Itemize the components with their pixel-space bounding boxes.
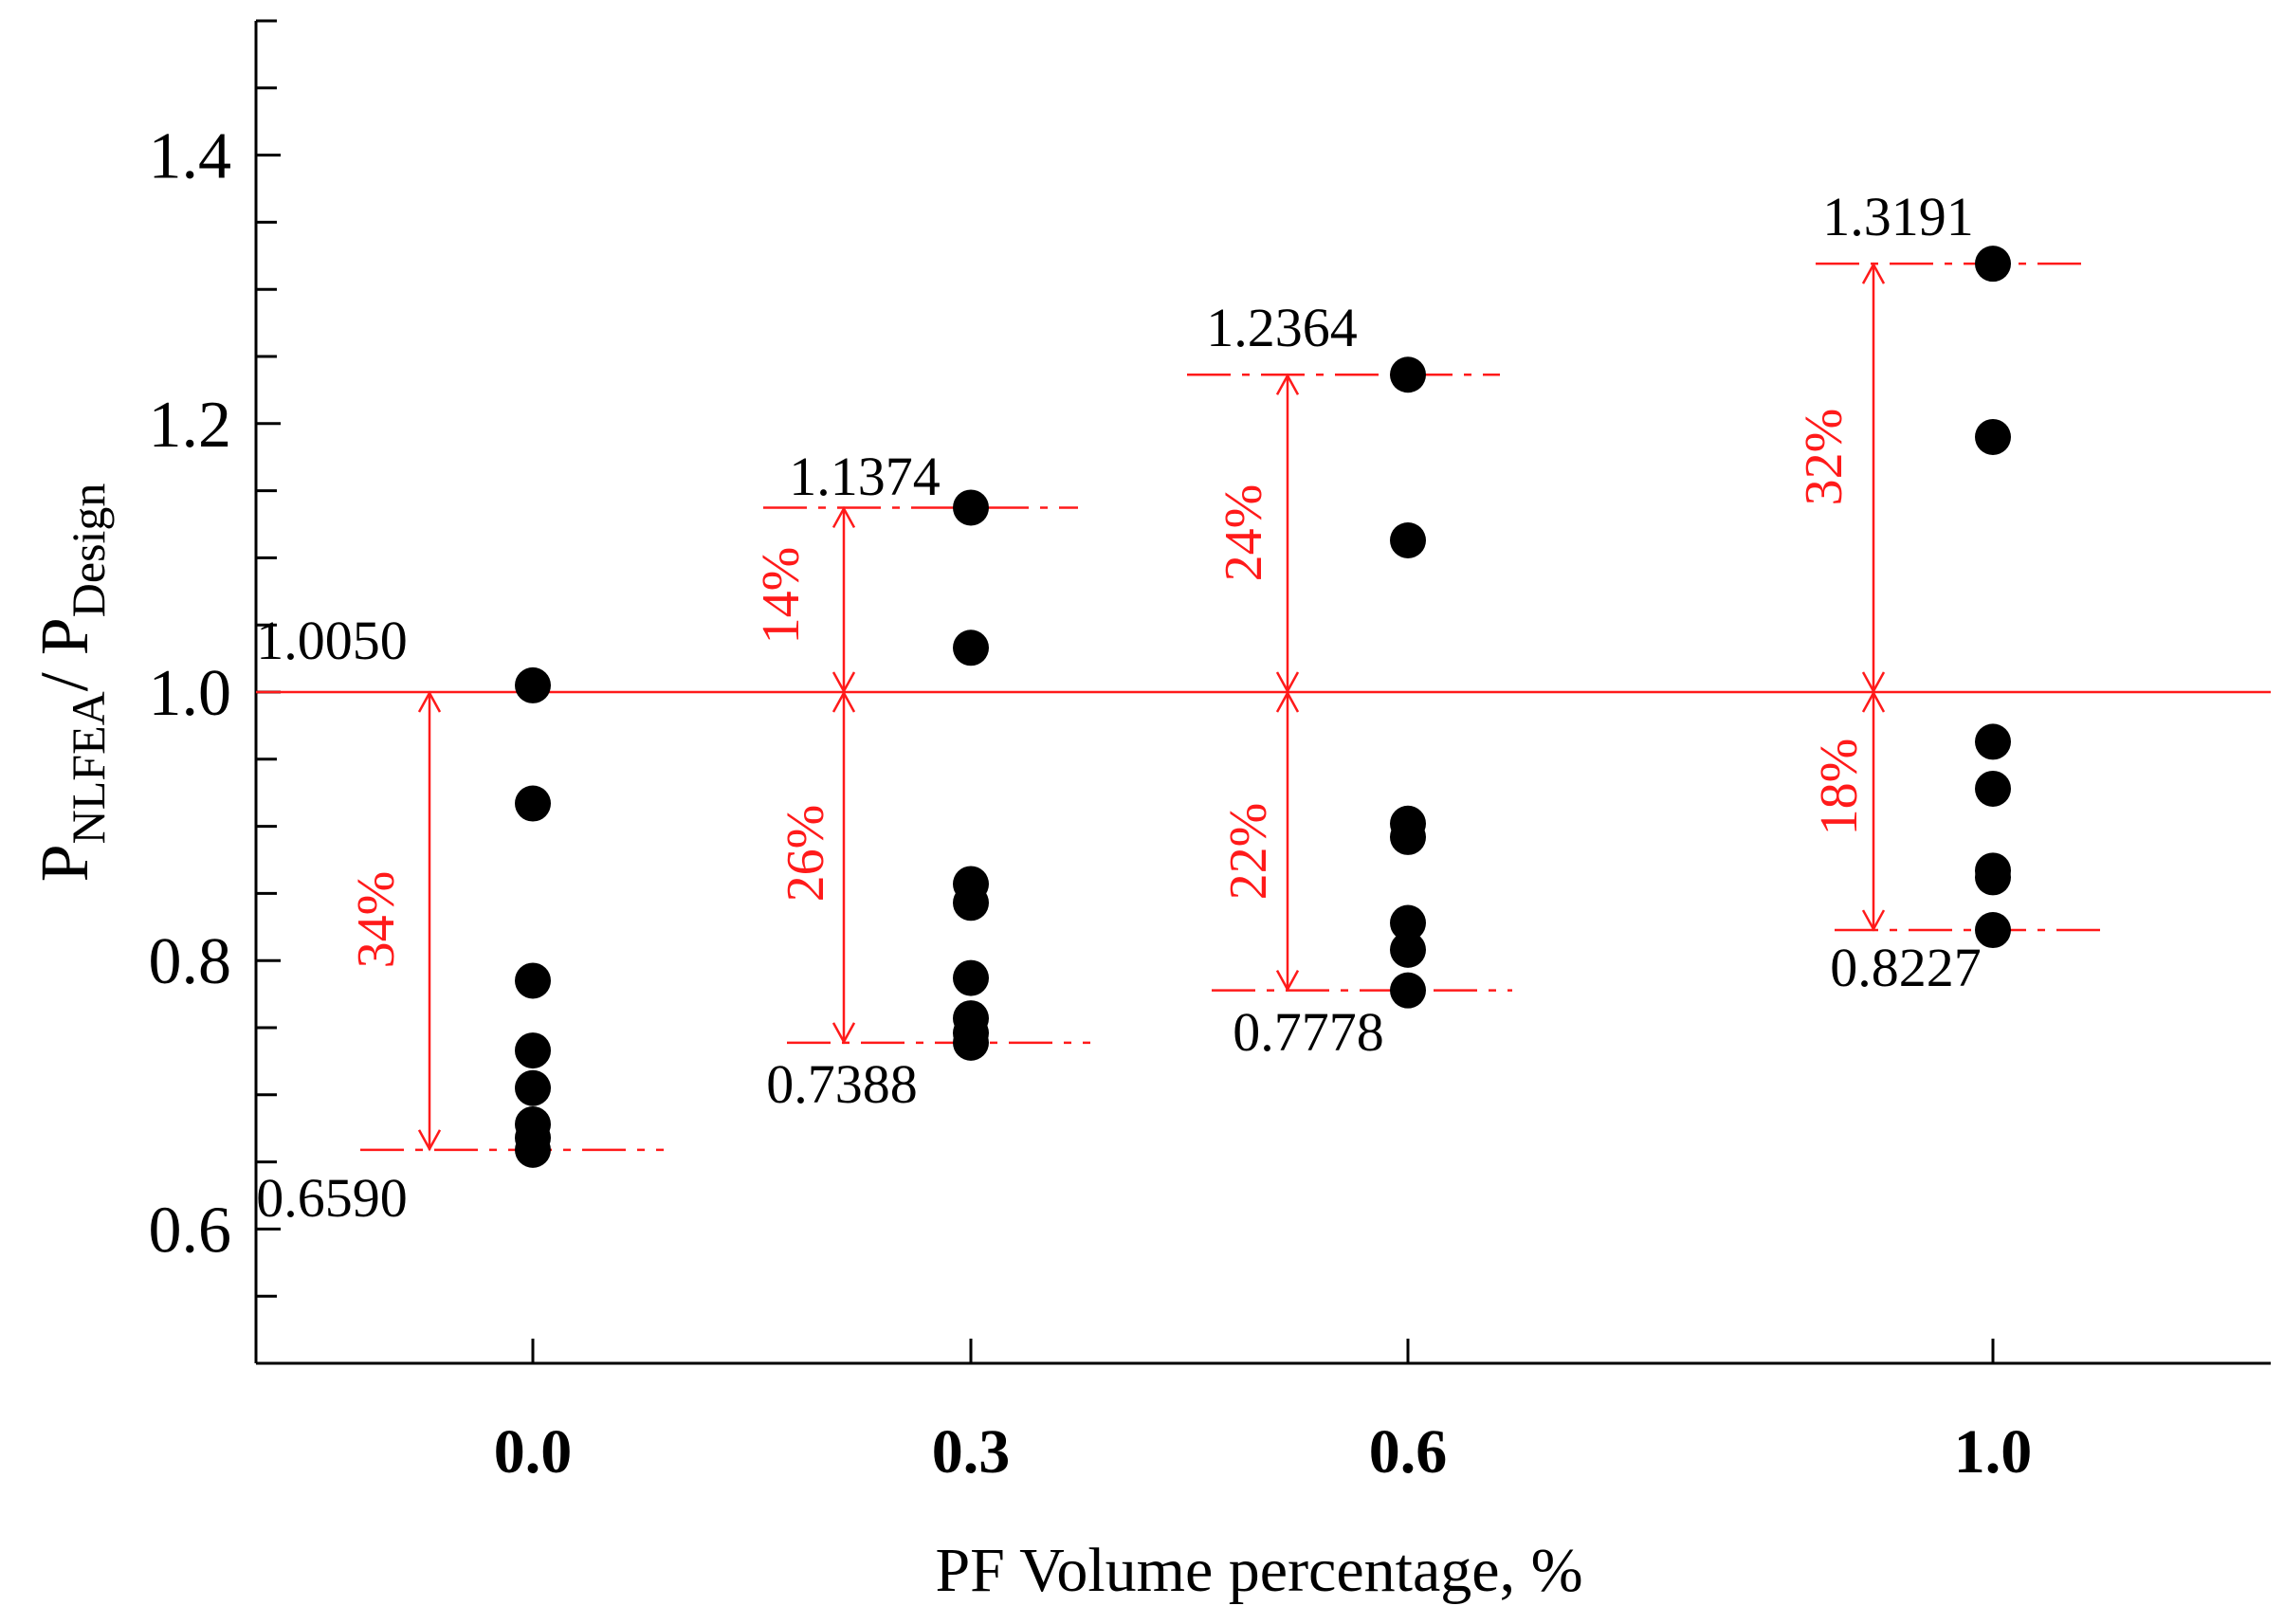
data-point: [1975, 912, 2011, 949]
upper-arrowhead-top: [1275, 373, 1300, 395]
x-axis-title: PF Volume percentage, %: [935, 1536, 1582, 1605]
max-value-label: 1.2364: [1206, 297, 1358, 358]
lower-arrowhead-bottom: [1861, 909, 1886, 932]
y-tick-label: 1.0: [149, 657, 232, 730]
x-tick-label: 1.0: [1954, 1417, 2033, 1487]
max-value-label: 1.1374: [789, 446, 941, 507]
data-point: [515, 1131, 551, 1168]
lower-arrowhead-top: [417, 690, 442, 713]
y-title-sub1: NLFEA: [62, 691, 115, 844]
data-point: [953, 489, 989, 526]
data-point: [1975, 246, 2011, 283]
lower-arrowhead-bottom: [417, 1129, 442, 1152]
data-point: [953, 959, 989, 996]
upper-arrowhead-top: [1861, 262, 1886, 284]
axes-layer: 0.6 0.8 1.0 1.2 1.4 0.0 0.3 0.6 1.0: [149, 19, 2271, 1487]
lower-arrowhead-bottom: [1275, 970, 1300, 993]
min-value-label: 0.7778: [1233, 1001, 1384, 1063]
data-point: [515, 1032, 551, 1069]
data-point: [515, 785, 551, 822]
data-point: [1390, 904, 1426, 941]
upper-percent-label: 32%: [1795, 409, 1854, 506]
min-value-label: 0.8227: [1830, 937, 1982, 998]
upper-percent-label: 24%: [1215, 484, 1273, 582]
y-tick-label: 1.2: [149, 389, 232, 462]
value-labels-layer: 1.0050 0.6590 1.1374 0.7388 1.2364 0.7778 1.31…: [256, 186, 1982, 1229]
lower-percent-label: 22%: [1219, 803, 1278, 901]
data-point: [953, 885, 989, 921]
x-tick-label: 0.6: [1369, 1417, 1448, 1487]
y-title-p1: P: [27, 844, 102, 882]
data-point: [953, 630, 989, 666]
lower-arrowhead-top: [1275, 690, 1300, 713]
lower-arrowhead-top: [831, 690, 856, 713]
y-tick-label: 1.4: [149, 120, 232, 193]
data-point: [1390, 972, 1426, 1009]
lower-arrowhead-top: [1861, 690, 1886, 713]
data-point: [1975, 859, 2011, 896]
y-axis-title: PNLFEA/ PDesign: [27, 484, 115, 883]
y-tick-label: 0.6: [149, 1194, 232, 1267]
max-value-label: 1.0050: [256, 610, 408, 671]
data-point: [515, 962, 551, 999]
x-tick-label: 0.0: [494, 1417, 573, 1487]
data-point: [1390, 818, 1426, 855]
data-point: [1975, 770, 2011, 807]
y-title-sub2: Design: [62, 484, 115, 618]
min-value-label: 0.6590: [256, 1167, 408, 1229]
svg-text:PNLFEA/ PDesign: PNLFEA/ PDesign: [27, 484, 115, 883]
data-point: [1390, 521, 1426, 558]
data-point: [953, 1024, 989, 1061]
upper-arrowhead-top: [831, 505, 856, 529]
data-point: [1390, 356, 1426, 393]
lower-arrowhead-bottom: [831, 1022, 856, 1045]
data-point: [1975, 723, 2011, 760]
lower-percent-label: 26%: [777, 805, 835, 903]
data-point: [515, 1069, 551, 1106]
data-point: [515, 666, 551, 703]
y-title-mid: / P: [27, 617, 102, 691]
y-tick-label: 0.8: [149, 925, 232, 998]
upper-percent-label: 14%: [752, 547, 811, 645]
data-point: [1975, 418, 2011, 455]
lower-percent-label: 18%: [1810, 739, 1869, 836]
min-value-label: 0.7388: [766, 1053, 918, 1115]
data-point: [1390, 931, 1426, 968]
x-tick-label: 0.3: [932, 1417, 1011, 1487]
annotation-layer: 34% 14% 26% 24% 22% 32% 18%: [256, 262, 2271, 1152]
data-points-layer: [515, 246, 2011, 1168]
max-value-label: 1.3191: [1822, 186, 1974, 247]
lower-percent-label: 34%: [347, 871, 406, 969]
